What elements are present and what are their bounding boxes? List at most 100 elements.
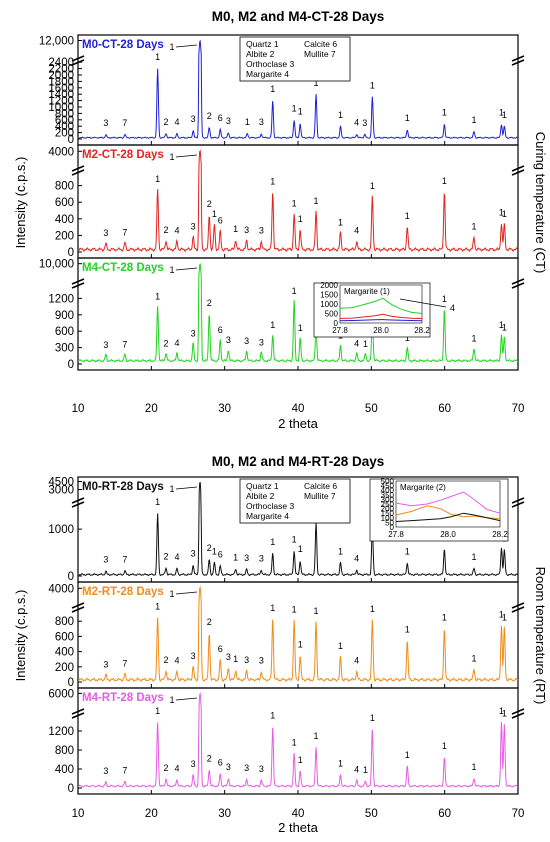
sample-name: M4-CT-28 Days: [82, 262, 164, 274]
y-tick-label: 0: [68, 359, 74, 371]
peak-id-label: 7: [122, 659, 127, 669]
legend-frame: [239, 36, 351, 82]
y-tick-label: 800: [55, 181, 74, 193]
peak-label-arrow: [175, 267, 198, 271]
y-tick-label: 2000: [48, 70, 74, 82]
peak-id-label: 2: [207, 111, 212, 121]
peak-id-label: 1: [270, 177, 275, 187]
peak-id-label: 4: [354, 226, 359, 236]
peak-id-label: 1: [170, 589, 175, 599]
peak-label-arrow: [175, 697, 198, 701]
inset-x-tick-label: 28.2: [492, 530, 508, 539]
axis-break-mark: [71, 497, 85, 504]
inset-y-tick-label: 500: [381, 477, 395, 486]
peak-id-label: 1: [292, 605, 297, 615]
legend-entry: Quartz 1: [246, 39, 279, 49]
peak-id-label: 1: [502, 110, 507, 120]
peak-id-label: 1: [405, 624, 410, 634]
axis-break-mark: [511, 55, 525, 62]
x-tick-label: 50: [365, 808, 378, 820]
peak-id-label: 3: [191, 114, 196, 124]
peak-id-label: 1: [292, 535, 297, 545]
peak-id-label: 3: [244, 655, 249, 665]
y-tick-label: 600: [55, 197, 74, 209]
peak-id-label: 4: [354, 117, 359, 127]
peak-id-label: 1: [499, 207, 504, 217]
peak-id-label: 1: [499, 609, 504, 619]
inset-series-line: [339, 313, 423, 320]
peak-id-label: 1: [270, 537, 275, 547]
peak-id-label: 3: [226, 762, 231, 772]
axis-break-mark: [511, 501, 525, 508]
y-axis-label: Intensity (c.p.s.): [13, 590, 28, 682]
inset-frame: [369, 478, 509, 542]
inset-title: Margarite (1): [344, 287, 390, 296]
y-tick-label: 2400: [48, 57, 74, 69]
side-label: Room temperature (RT): [533, 567, 548, 705]
peak-id-label: 1: [292, 198, 297, 208]
peak-label-arrow: [175, 486, 198, 490]
y-tick-label: 600: [55, 631, 74, 643]
peak-id-label: 3: [244, 225, 249, 235]
peak-id-label: 1: [170, 42, 175, 52]
legend-entry: Orthoclase 3: [246, 59, 294, 69]
peak-id-label: 3: [226, 335, 231, 345]
peak-id-label: 1: [298, 755, 303, 765]
peak-id-label: 2: [207, 617, 212, 627]
panel-frame: [77, 144, 519, 259]
peak-label-arrow: [175, 44, 198, 48]
inset-y-tick-label: 400: [381, 486, 395, 495]
x-tick-label: 20: [145, 403, 158, 415]
peak-id-label: 1: [471, 653, 476, 663]
peak-id-label: 1: [338, 110, 343, 120]
xrd-pattern-line: [77, 262, 519, 363]
xrd-pattern-line: [77, 585, 518, 682]
axis-break-mark: [71, 606, 85, 613]
inset-margarite-2: Margarite (2) 050100150200250300350400450…: [369, 477, 509, 542]
peak-id-label: 1: [363, 765, 368, 775]
axis-break-mark: [511, 712, 525, 719]
peak-id-label: 1: [363, 339, 368, 349]
peak-id-label: 6: [218, 325, 223, 335]
peak-id-label: 3: [259, 553, 264, 563]
axis-break-mark: [71, 165, 85, 172]
peak-id-label: 1: [442, 294, 447, 304]
x-tick-label: 50: [365, 403, 378, 415]
x-tick-label: 10: [72, 403, 85, 415]
peak-id-label: 3: [362, 118, 367, 128]
axis-break-mark: [511, 282, 525, 289]
x-axis-label: 2 theta: [278, 416, 319, 431]
peak-id-label: 3: [103, 118, 108, 128]
chart-curing-temperature: M0, M2 and M4-CT-28 Days Intensity (c.p.s…: [13, 9, 548, 431]
peak-id-label: 1: [298, 107, 303, 117]
y-tick-label: 200: [55, 128, 74, 140]
peak-id-label: 1: [370, 80, 375, 90]
peak-id-label: 1: [338, 759, 343, 769]
axis-break-mark: [511, 59, 525, 66]
chart-room-temperature: M0, M2 and M4-RT-28 Days Intensity (c.p.s…: [13, 454, 548, 835]
peak-id-label: 3: [191, 222, 196, 232]
peak-id-label: 1: [502, 322, 507, 332]
y-tick-label: 200: [55, 230, 74, 242]
inset-arrow-label: 4: [450, 303, 455, 313]
xrd-pattern-line: [77, 692, 518, 788]
peak-id-label: 7: [122, 118, 127, 128]
peak-id-label: 1: [298, 323, 303, 333]
peak-id-label: 4: [354, 656, 359, 666]
y-axis-label: Intensity (c.p.s.): [13, 157, 28, 249]
peak-id-label: 1: [212, 209, 217, 219]
inset-series-line: [339, 297, 423, 314]
peak-id-label: 3: [103, 766, 108, 776]
legend-entry: Calcite 6: [304, 481, 337, 491]
inset-y-tick-label: 250: [381, 500, 395, 509]
peak-id-label: 3: [191, 329, 196, 339]
axis-break-mark: [511, 165, 525, 172]
xrd-pattern-line: [77, 481, 519, 577]
peak-id-label: 1: [405, 113, 410, 123]
peak-id-label: 1: [502, 612, 507, 622]
peak-id-label: 1: [155, 52, 160, 62]
inset-y-tick-label: 200: [381, 505, 395, 514]
peak-id-label: 4: [174, 763, 179, 773]
peak-id-label: 3: [191, 651, 196, 661]
xrd-pattern-line: [77, 39, 519, 139]
